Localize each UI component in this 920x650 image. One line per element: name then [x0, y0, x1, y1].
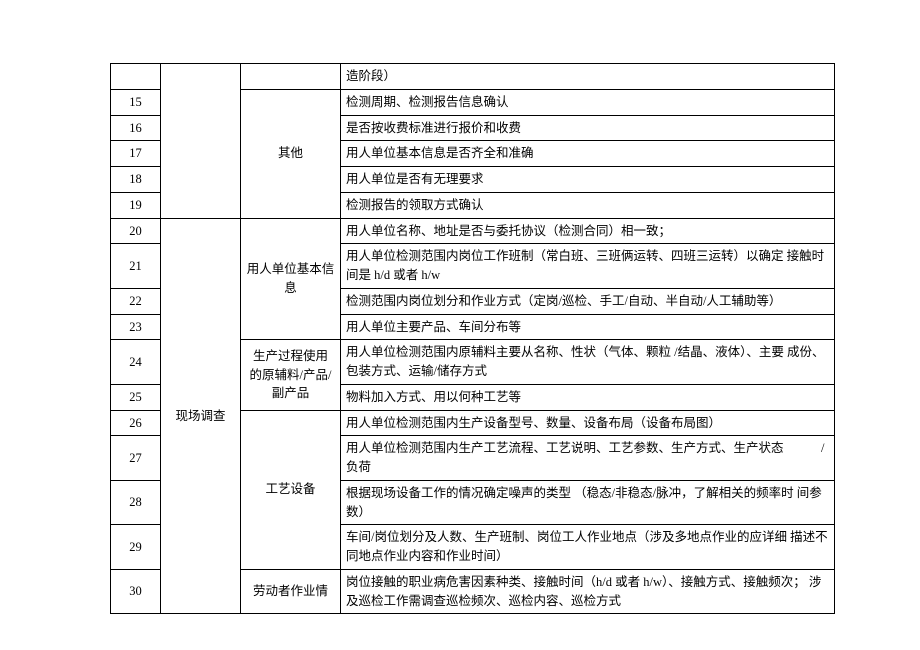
cell-num: 17: [111, 141, 161, 167]
cell-desc: 检测周期、检测报告信息确认: [341, 89, 835, 115]
cell-desc: 岗位接触的职业病危害因素种类、接触时间（h/d 或者 h/w）、接触方式、接触频…: [341, 569, 835, 614]
cell-num: [111, 64, 161, 90]
cell-category-2: 用人单位基本信息: [241, 218, 341, 340]
cell-desc: 用人单位名称、地址是否与委托协议（检测合同）相一致；: [341, 218, 835, 244]
cell-desc: 物料加入方式、用以何种工艺等: [341, 384, 835, 410]
cell-num: 23: [111, 314, 161, 340]
cell-desc: 车间/岗位划分及人数、生产班制、岗位工人作业地点（涉及多地点作业的应详细 描述不…: [341, 525, 835, 570]
cell-category-2: [241, 64, 341, 90]
cell-num: 21: [111, 244, 161, 289]
cell-category-2: 生产过程使用 的原辅料/产品/副产品: [241, 340, 341, 410]
cell-category-1: 现场调查: [161, 218, 241, 614]
cell-category-1: [161, 64, 241, 219]
cell-num: 25: [111, 384, 161, 410]
cell-desc: 用人单位是否有无理要求: [341, 167, 835, 193]
cell-num: 18: [111, 167, 161, 193]
table-row: 20 现场调查 用人单位基本信息 用人单位名称、地址是否与委托协议（检测合同）相…: [111, 218, 835, 244]
cell-desc: 用人单位检测范围内生产工艺流程、工艺说明、工艺参数、生产方式、生产状态 /负荷: [341, 436, 835, 481]
cell-desc: 是否按收费标准进行报价和收费: [341, 115, 835, 141]
table-row: 造阶段）: [111, 64, 835, 90]
cell-desc: 检测报告的领取方式确认: [341, 192, 835, 218]
cell-num: 29: [111, 525, 161, 570]
cell-num: 28: [111, 480, 161, 525]
cell-desc: 用人单位基本信息是否齐全和准确: [341, 141, 835, 167]
cell-desc: 用人单位检测范围内岗位工作班制（常白班、三班俩运转、四班三运转）以确定 接触时间…: [341, 244, 835, 289]
cell-category-2: 其他: [241, 89, 341, 218]
cell-num: 30: [111, 569, 161, 614]
cell-num: 22: [111, 288, 161, 314]
cell-num: 19: [111, 192, 161, 218]
cell-desc: 造阶段）: [341, 64, 835, 90]
cell-desc: 检测范围内岗位划分和作业方式（定岗/巡检、手工/自动、半自动/人工辅助等）: [341, 288, 835, 314]
cell-num: 15: [111, 89, 161, 115]
cell-num: 26: [111, 410, 161, 436]
cell-num: 24: [111, 340, 161, 385]
cell-desc: 用人单位主要产品、车间分布等: [341, 314, 835, 340]
cell-desc: 用人单位检测范围内原辅料主要从名称、性状（气体、颗粒 /结晶、液体）、主要 成份…: [341, 340, 835, 385]
requirements-table: 造阶段） 15 其他 检测周期、检测报告信息确认 16 是否按收费标准进行报价和…: [110, 63, 835, 614]
cell-category-2: 劳动者作业情: [241, 569, 341, 614]
cell-num: 20: [111, 218, 161, 244]
document-page: 造阶段） 15 其他 检测周期、检测报告信息确认 16 是否按收费标准进行报价和…: [0, 0, 920, 650]
cell-category-2: 工艺设备: [241, 410, 341, 569]
cell-desc: 根据现场设备工作的情况确定噪声的类型 （稳态/非稳态/脉冲，了解相关的频率时 间…: [341, 480, 835, 525]
cell-desc: 用人单位检测范围内生产设备型号、数量、设备布局（设备布局图）: [341, 410, 835, 436]
cell-num: 16: [111, 115, 161, 141]
cell-num: 27: [111, 436, 161, 481]
